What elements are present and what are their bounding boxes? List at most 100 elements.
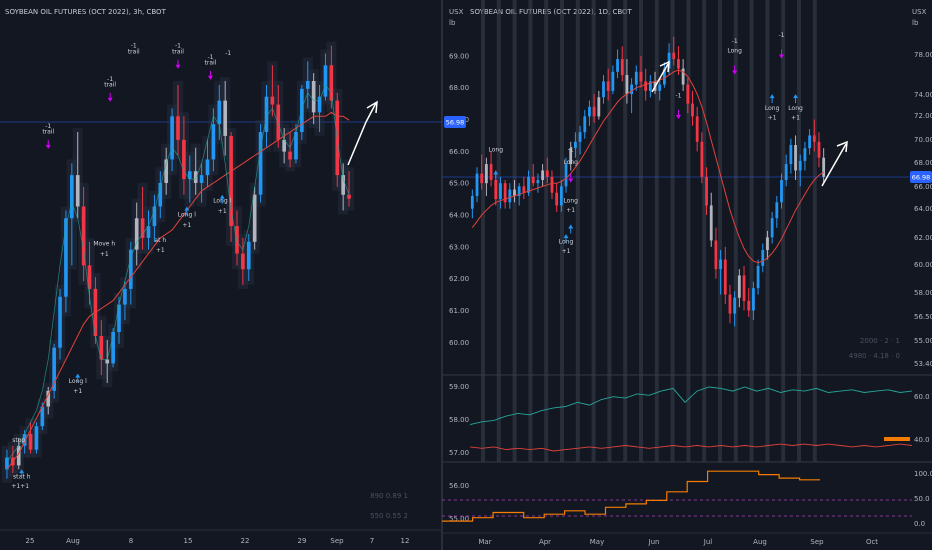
right-annotation-label: Long	[765, 105, 780, 112]
left-candle-body	[217, 100, 222, 125]
right-y-tick: 66.00	[449, 148, 469, 156]
right-candle-body	[686, 84, 690, 104]
right-candle-body	[798, 160, 802, 171]
right-vertical-band	[670, 0, 675, 462]
right-vertical-band	[544, 0, 549, 462]
right-vertical-band	[812, 0, 817, 462]
right-secondary-tick: 78.00	[914, 51, 932, 59]
right-candle-body	[616, 59, 619, 72]
right-candle-body	[588, 106, 591, 117]
right-long-arrow-icon	[563, 234, 569, 239]
right-vertical-band	[575, 0, 580, 462]
right-vertical-band	[560, 0, 564, 462]
right-candle-body	[592, 106, 596, 117]
right-lower-y-tick: 56.00	[449, 482, 469, 490]
right-annotation-label: +1	[566, 207, 575, 214]
left-x-tick: Sep	[330, 537, 344, 545]
right-mid-arrowhead	[659, 60, 670, 73]
right-candle-body	[770, 218, 774, 238]
left-candle-body	[34, 426, 39, 450]
right-candle-body	[489, 164, 493, 180]
left-annotation-label: -1	[131, 42, 137, 49]
left-long-arrow-icon	[219, 194, 225, 199]
right-candle-body	[559, 186, 563, 206]
right-readout-2: 4980 · 4.18 · 0	[849, 352, 900, 360]
right-lower-y-tick: 59.00	[449, 383, 469, 391]
left-forecast-arrowhead	[366, 100, 378, 114]
left-long-arrow-icon	[19, 469, 25, 474]
right-candle-body	[611, 71, 615, 91]
left-candle-body	[317, 96, 322, 113]
right-candle-body	[695, 116, 699, 142]
right-candle-body	[536, 180, 540, 184]
left-candle-body	[28, 434, 33, 450]
right-long-arrow-icon	[769, 94, 775, 99]
right-candle-body	[789, 145, 793, 165]
right-candle-body	[550, 176, 554, 193]
right-current-price-text: 66.98	[912, 174, 931, 182]
right-candle-body	[597, 97, 601, 117]
right-vertical-band	[654, 0, 659, 462]
right-forecast-arrowhead	[836, 140, 848, 153]
right-price-plot	[470, 36, 826, 327]
right-secondary-tick: 58.00	[914, 289, 932, 297]
right-vertical-band	[591, 0, 596, 462]
right-vertical-band	[733, 0, 738, 462]
left-candle-body	[258, 131, 263, 195]
right-vertical-band	[797, 0, 801, 462]
left-candle-body	[241, 253, 245, 270]
right-y-tick: 63.00	[449, 243, 469, 251]
right-x-tick: Jul	[703, 538, 713, 546]
right-secondary-tick: 64.00	[914, 205, 932, 213]
right-long-arrow-icon	[793, 94, 799, 99]
left-forecast-arrow	[347, 121, 367, 166]
right-vertical-band	[702, 0, 707, 462]
right-vertical-band	[496, 0, 501, 462]
unit-sub-label: lb	[449, 19, 456, 27]
right-candle-body	[494, 180, 498, 200]
right-lower-y-tick: 57.00	[449, 449, 469, 457]
right-candle-body	[480, 173, 484, 184]
right-x-tick: Jun	[648, 538, 660, 546]
right-candle-body	[499, 183, 502, 200]
left-candle-body	[276, 104, 281, 140]
left-candle-body	[99, 335, 104, 360]
left-x-tick: 15	[184, 537, 193, 545]
right-candle-body	[475, 173, 479, 196]
unit-label: USX	[449, 8, 464, 16]
right-candle-body	[723, 259, 727, 295]
left-annotation-label: -1	[225, 50, 231, 57]
right-vertical-band	[512, 0, 517, 462]
left-candle-body	[40, 406, 45, 427]
left-candle-body	[323, 65, 328, 97]
right-secondary-tick: 62.00	[914, 234, 932, 242]
right-candle-body	[700, 141, 704, 177]
right-secondary-tick: 66.00	[914, 183, 932, 191]
right-lower-y-tick: 55.00	[449, 515, 469, 523]
left-exit-arrow-icon	[175, 64, 181, 69]
right-x-tick: Oct	[866, 538, 878, 546]
left-candle-body	[193, 171, 198, 183]
left-candle-body	[111, 332, 115, 364]
left-candle-body	[282, 139, 286, 152]
right-candle-body	[681, 68, 685, 85]
left-annotation-label: -1	[107, 76, 113, 83]
right-candle-body	[737, 275, 741, 298]
left-candle-body	[170, 116, 174, 160]
right-x-tick: Aug	[753, 538, 767, 546]
left-candle-body	[294, 131, 298, 160]
right-candle-body	[672, 52, 676, 60]
right-candle-body	[470, 195, 474, 209]
right-y-tick: 68.00	[449, 84, 469, 92]
oscillator-1-line	[469, 443, 913, 452]
right-candle-body	[761, 250, 765, 266]
right-candle-body	[513, 189, 516, 196]
right-candle-body	[667, 52, 671, 69]
right-vertical-band	[607, 0, 612, 462]
right-current-price-tag	[910, 171, 932, 183]
left-annotation-label: trail	[104, 81, 116, 88]
right-candle-body	[648, 81, 652, 91]
right-x-tick: Sep	[810, 538, 824, 546]
right-candle-body	[503, 183, 507, 203]
